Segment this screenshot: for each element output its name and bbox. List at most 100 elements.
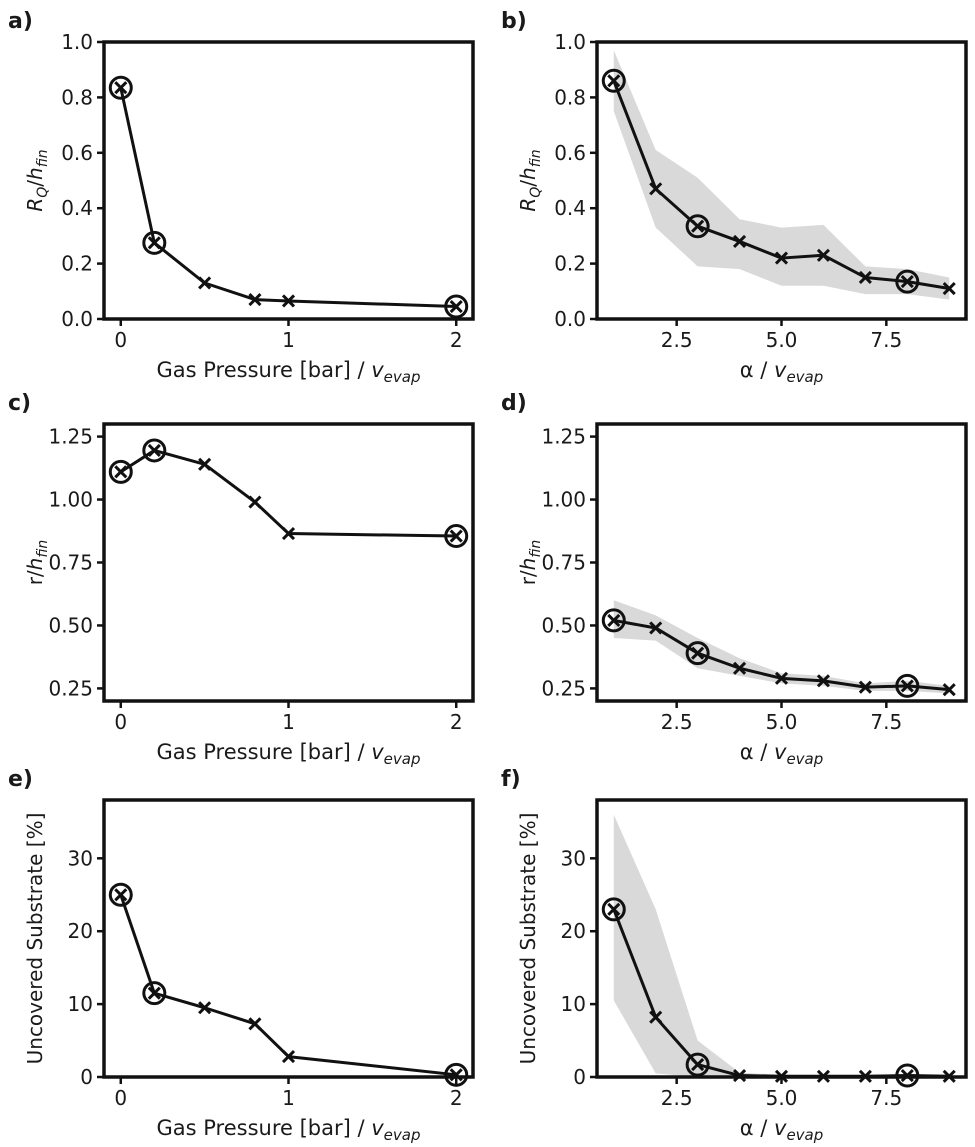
data-point: [248, 495, 262, 509]
data-point: [942, 683, 956, 697]
x-tick-label: 0: [114, 328, 127, 352]
chart-panel: f) 0 10 20 30 2.5 5.0 7.5 α / vevap Uncovered Sub…: [501, 767, 968, 1144]
highlight-circle: [685, 641, 710, 666]
highlight-circle: [142, 981, 167, 1006]
x-tick-label: 2.5: [661, 1086, 693, 1110]
data-point: [691, 1058, 705, 1072]
y-tick-label: 1.25: [48, 425, 93, 449]
panel-label: c): [8, 391, 31, 416]
data-point: [691, 219, 705, 233]
panel-label: a): [8, 9, 33, 34]
data-point: [248, 293, 262, 307]
x-axis-label: Gas Pressure [bar] / vevap: [156, 358, 420, 386]
x-tick-label: 1: [282, 1086, 295, 1110]
series-line: [119, 448, 457, 538]
highlight-circle: [142, 230, 167, 255]
data-point: [942, 281, 956, 296]
y-tick-label: 0.75: [541, 551, 586, 575]
y-tick-label: 0.0: [61, 307, 93, 331]
y-tick-label: 10: [68, 992, 93, 1016]
x-tick-label: 2.5: [661, 710, 693, 734]
data-point: [607, 902, 621, 916]
y-axis-label: r/hfin: [516, 540, 544, 586]
series-line: [119, 894, 457, 1077]
data-point: [733, 661, 747, 675]
chart-panel: e) 0 10 20 30 0 1 2 Gas Pressure [bar] / vevap Un…: [8, 767, 475, 1144]
data-point: [858, 270, 872, 285]
x-tick-label: 1: [282, 710, 295, 734]
x-tick-label: 7.5: [870, 328, 902, 352]
highlight-circle: [685, 1052, 710, 1077]
highlight-circle: [895, 269, 920, 294]
y-tick-label: 1.0: [61, 30, 93, 54]
x-tick-label: 0: [114, 1086, 127, 1110]
y-tick-label: 30: [68, 846, 93, 870]
data-point: [147, 986, 161, 1000]
panel-label: e): [8, 767, 33, 792]
y-axis-label: r/hfin: [23, 540, 51, 586]
data-point: [198, 1001, 212, 1015]
y-tick-label: 0.50: [541, 613, 586, 637]
data-point: [649, 1010, 663, 1024]
x-tick-label: 2: [450, 1086, 463, 1110]
panel-label: f): [501, 767, 521, 792]
data-point: [114, 465, 128, 479]
plot-frame: [102, 40, 475, 321]
data-point: [281, 294, 296, 308]
highlight-circle: [685, 214, 710, 239]
uncertainty-band: [613, 50, 950, 300]
data-point: [816, 248, 830, 262]
data-point: [774, 251, 789, 265]
data-point: [691, 646, 705, 660]
x-tick-label: 5.0: [766, 328, 798, 352]
y-tick-label: 10: [561, 992, 586, 1016]
y-axis-label: Uncovered Substrate [%]: [23, 813, 47, 1065]
data-point: [900, 679, 914, 693]
y-tick-label: 0.25: [48, 676, 93, 700]
data-point: [733, 234, 747, 249]
highlight-circle: [601, 68, 626, 93]
data-point: [900, 275, 914, 289]
highlight-circle: [444, 1062, 469, 1087]
x-axis-label: Gas Pressure [bar] / vevap: [156, 1116, 420, 1144]
data-point: [649, 621, 663, 635]
data-point: [198, 276, 212, 290]
y-tick-label: 0.50: [48, 613, 93, 637]
y-tick-label: 0.6: [61, 141, 93, 165]
x-tick-label: 5.0: [766, 1086, 798, 1110]
x-tick-label: 5.0: [766, 710, 798, 734]
y-tick-label: 1.00: [541, 488, 586, 512]
highlight-circle: [601, 897, 626, 922]
data-point: [649, 182, 663, 196]
data-point: [858, 680, 872, 694]
x-axis-label: α / vevap: [740, 740, 824, 768]
x-tick-label: 1: [282, 328, 295, 352]
plot-frame: [102, 798, 475, 1079]
x-axis-label: Gas Pressure [bar] / vevap: [156, 740, 420, 768]
y-tick-label: 0.8: [61, 85, 93, 109]
y-tick-label: 20: [561, 919, 586, 943]
x-tick-label: 2.5: [661, 328, 693, 352]
x-axis-label: α / vevap: [740, 1116, 824, 1144]
y-tick-label: 20: [68, 919, 93, 943]
data-point: [198, 457, 212, 471]
y-tick-label: 0.75: [48, 551, 93, 575]
data-point: [774, 671, 789, 685]
data-point: [248, 1017, 262, 1031]
chart-panel: d) 0.25 0.50 0.75 1.00 1.25 2.5 5.0 7.5 α / vevap…: [501, 391, 968, 768]
highlight-circle: [108, 75, 133, 100]
data-point: [607, 613, 621, 627]
series-line: [119, 87, 457, 309]
chart-panel: b) 0.0 0.2 0.4 0.6 0.8 1.0 2.5 5.0 7.5 α / vevap RQ…: [501, 9, 968, 386]
y-tick-label: 0.4: [61, 196, 93, 220]
y-tick-label: 0: [573, 1065, 586, 1089]
y-tick-label: 30: [561, 846, 586, 870]
x-tick-label: 2: [450, 710, 463, 734]
x-tick-label: 0: [114, 710, 127, 734]
highlight-circle: [601, 608, 626, 633]
data-point: [607, 74, 621, 88]
highlight-circle: [108, 459, 133, 484]
highlight-circle: [108, 882, 133, 907]
panel-label: b): [501, 9, 527, 34]
